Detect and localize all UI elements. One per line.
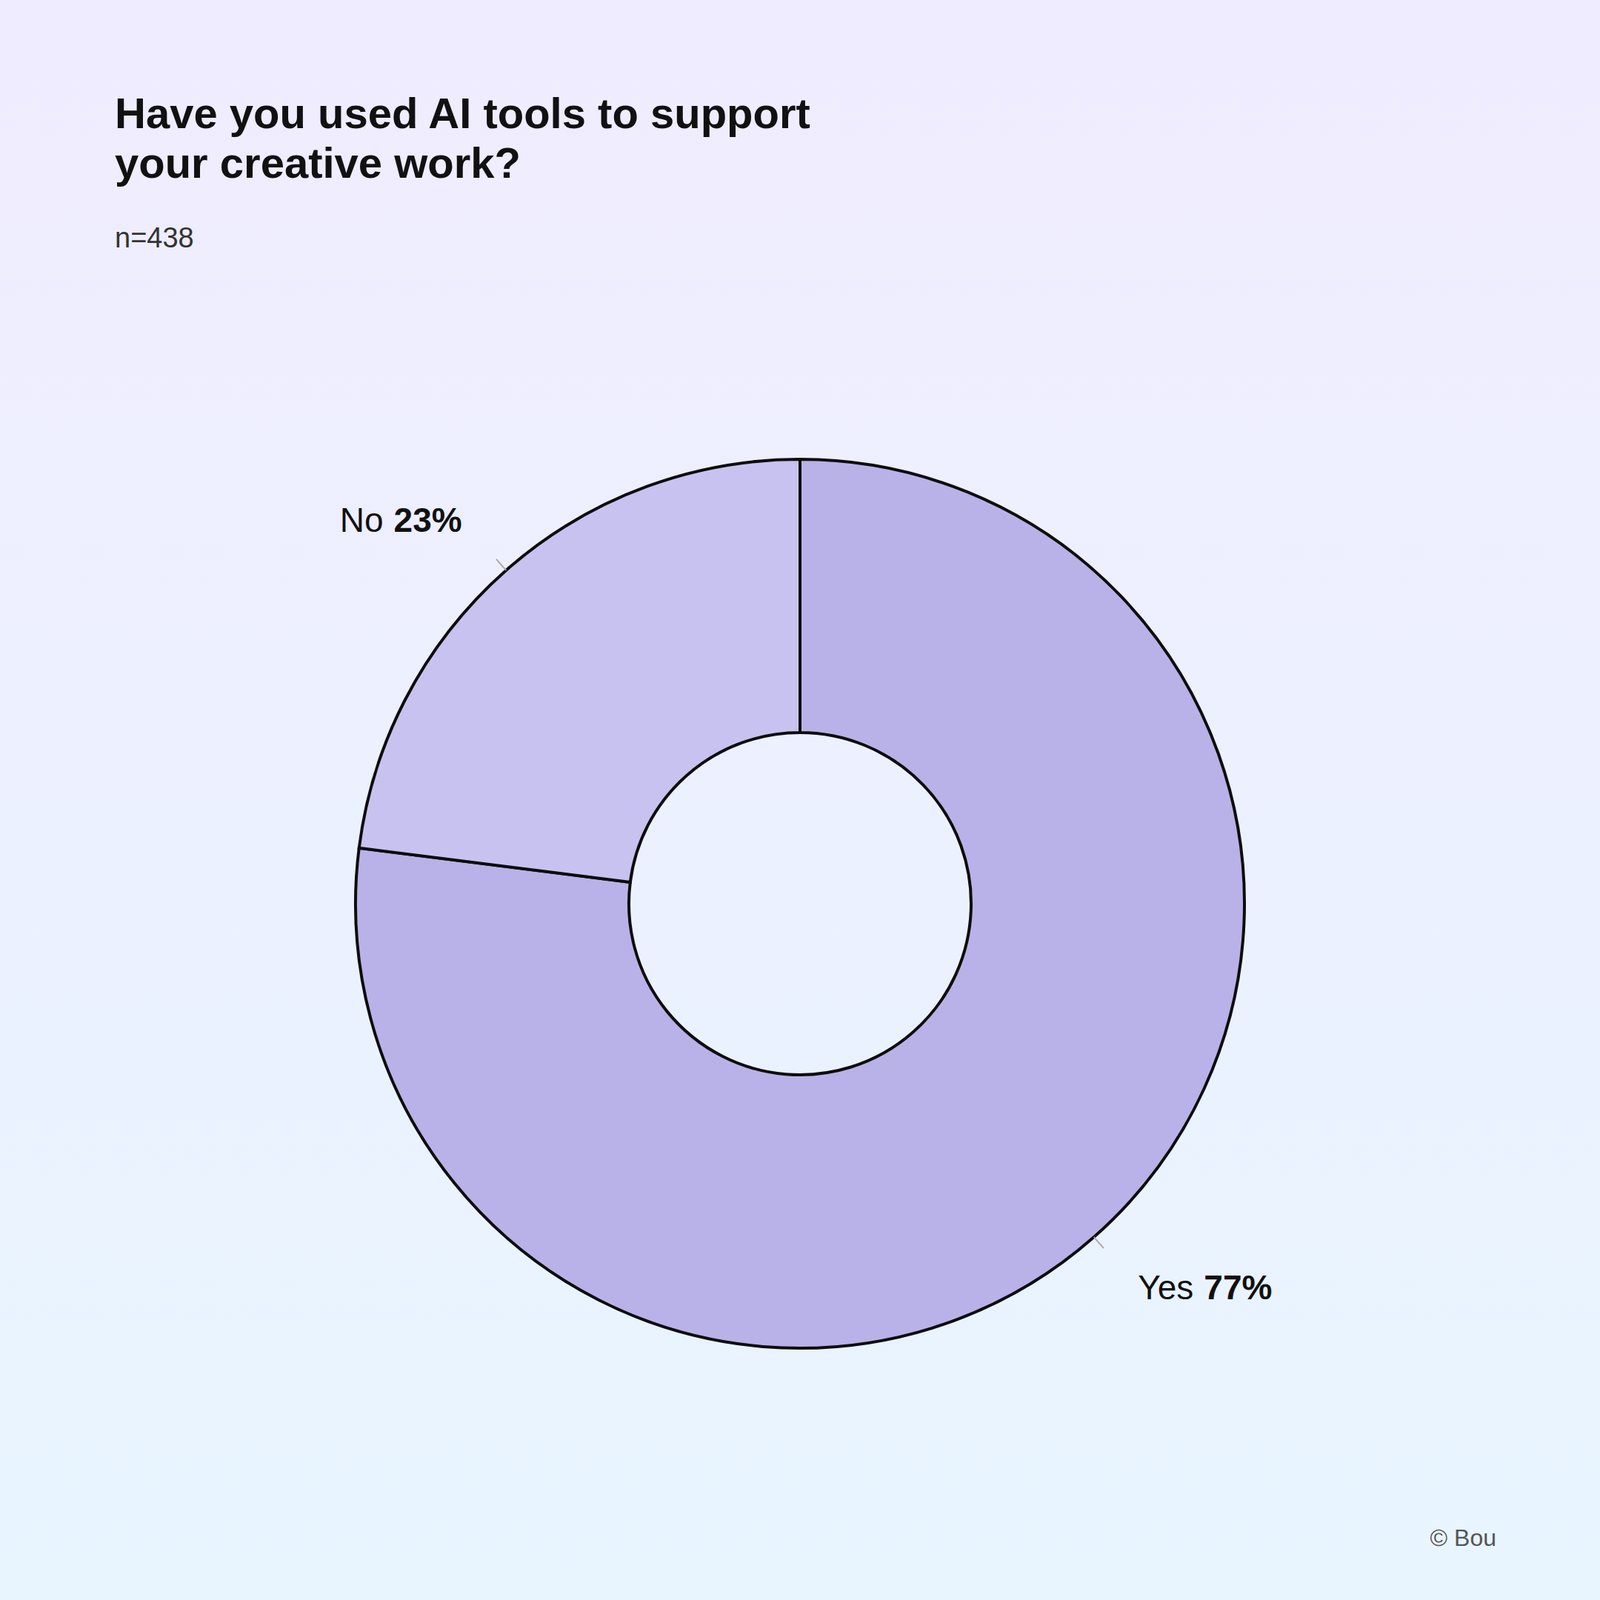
html-text:© Bou: © Bou <box>1430 1524 1497 1552</box>
html-text:Have you used AI tools to supp: Have you used AI tools to support <box>114 88 811 138</box>
svg-text:Yes77%: Yes77% <box>1137 1268 1272 1307</box>
svg-text:No23%: No23% <box>340 500 463 540</box>
html-text:n=438: n=438 <box>114 222 194 254</box>
html-text:your creative work?: your creative work? <box>114 138 521 187</box>
